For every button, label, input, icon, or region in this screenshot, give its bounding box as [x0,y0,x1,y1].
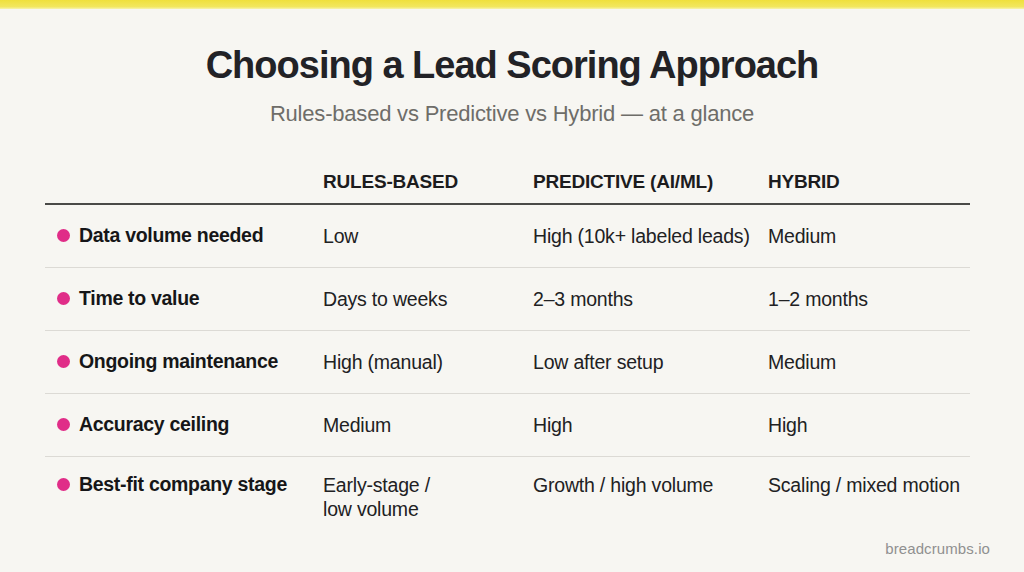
row-label: Data volume needed [79,224,263,247]
top-accent-bar [0,0,1024,9]
column-header-hybrid: HYBRID [768,171,970,203]
cell-predictive: High (10k+ labeled leads) [533,224,768,248]
cell-hybrid: Medium [768,224,970,248]
table-row-company-stage: Best-fit company stage Early-stage / low… [45,457,970,563]
bullet-icon [57,478,70,491]
bullet-icon [57,229,70,242]
bullet-icon [57,355,70,368]
cell-rules-based: Early-stage / low volume [323,473,533,522]
cell-rules-based: Medium [323,413,533,437]
table-row-maintenance: Ongoing maintenance High (manual) Low af… [45,331,970,394]
row-label: Ongoing maintenance [79,350,278,373]
column-header-predictive: PREDICTIVE (AI/ML) [533,171,768,203]
cell-predictive: 2–3 months [533,287,768,311]
table-row-accuracy: Accuracy ceiling Medium High High [45,394,970,457]
row-label-cell: Best-fit company stage [45,473,323,496]
row-label-cell: Data volume needed [45,224,323,247]
cell-predictive: High [533,413,768,437]
row-label: Accuracy ceiling [79,413,229,436]
table-row-data-volume: Data volume needed Low High (10k+ labele… [45,205,970,268]
row-label: Best-fit company stage [79,473,287,496]
cell-predictive: Growth / high volume [533,473,768,497]
cell-rules-based: Days to weeks [323,287,533,311]
cell-rules-based: High (manual) [323,350,533,374]
row-label-cell: Accuracy ceiling [45,413,323,436]
cell-hybrid: Scaling / mixed motion [768,473,970,497]
row-label-cell: Time to value [45,287,323,310]
cell-rules-based: Low [323,224,533,248]
row-label-cell: Ongoing maintenance [45,350,323,373]
table-header-row: RULES-BASED PREDICTIVE (AI/ML) HYBRID [45,155,970,205]
brand-footer: breadcrumbs.io [885,540,990,557]
infographic-page: Choosing a Lead Scoring Approach Rules-b… [0,0,1024,572]
cell-hybrid: High [768,413,970,437]
page-subtitle: Rules-based vs Predictive vs Hybrid — at… [0,101,1024,127]
column-header-rules-based: RULES-BASED [323,171,533,203]
bullet-icon [57,292,70,305]
comparison-table: RULES-BASED PREDICTIVE (AI/ML) HYBRID Da… [45,155,970,563]
cell-predictive: Low after setup [533,350,768,374]
cell-hybrid: 1–2 months [768,287,970,311]
row-label: Time to value [79,287,199,310]
cell-hybrid: Medium [768,350,970,374]
table-row-time-to-value: Time to value Days to weeks 2–3 months 1… [45,268,970,331]
page-title: Choosing a Lead Scoring Approach [0,46,1024,86]
bullet-icon [57,418,70,431]
